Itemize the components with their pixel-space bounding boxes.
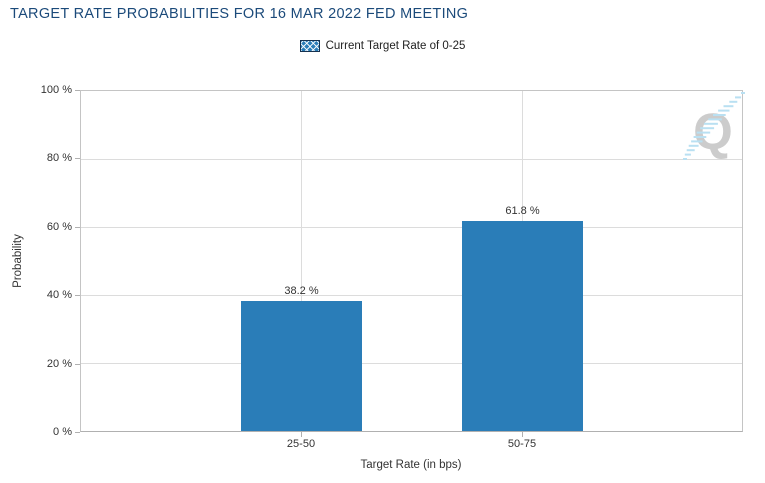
xtick-label-25-50: 25-50 <box>286 438 316 450</box>
ytick-label-80: 80 % <box>46 152 72 164</box>
bar-value-label: 38.2 % <box>284 285 319 297</box>
xaxis-title: Target Rate (in bps) <box>360 459 462 471</box>
legend-swatch-icon <box>299 40 320 52</box>
ytick-label-0: 0 % <box>53 426 72 438</box>
ytick-label-100: 100 % <box>40 84 72 96</box>
ytick-label-20: 20 % <box>46 358 72 370</box>
xtick-label-50-75: 50-75 <box>507 438 537 450</box>
watermark-letter: Q <box>693 103 733 160</box>
xtick-mark <box>301 432 302 437</box>
ytick-mark <box>75 364 80 365</box>
quikstrike-watermark-icon: Q <box>683 92 745 160</box>
bar-value-label: 61.8 % <box>505 205 540 217</box>
legend-item-current-target-rate[interactable]: Current Target Rate of 0-25 <box>325 40 466 52</box>
bar-50-75[interactable]: 61.8 % <box>462 205 583 431</box>
yaxis-title: Probability <box>12 234 24 288</box>
xtick-mark <box>522 432 523 437</box>
ytick-mark <box>75 432 80 433</box>
ytick-mark <box>75 295 80 296</box>
bar-25-50[interactable]: 38.2 % <box>241 285 362 431</box>
ytick-mark <box>75 158 80 159</box>
gridline <box>81 295 742 296</box>
gridline <box>81 363 742 364</box>
plot-area: 38.2 % 61.8 % <box>80 90 743 432</box>
ytick-mark <box>75 227 80 228</box>
ytick-mark <box>75 90 80 91</box>
ytick-label-60: 60 % <box>46 221 72 233</box>
gridline <box>81 159 742 160</box>
gridline <box>81 227 742 228</box>
gridline <box>301 91 302 431</box>
ytick-label-40: 40 % <box>46 289 72 301</box>
chart-title: TARGET RATE PROBABILITIES FOR 16 MAR 202… <box>10 6 469 22</box>
legend: Current Target Rate of 0-25 <box>0 40 765 52</box>
